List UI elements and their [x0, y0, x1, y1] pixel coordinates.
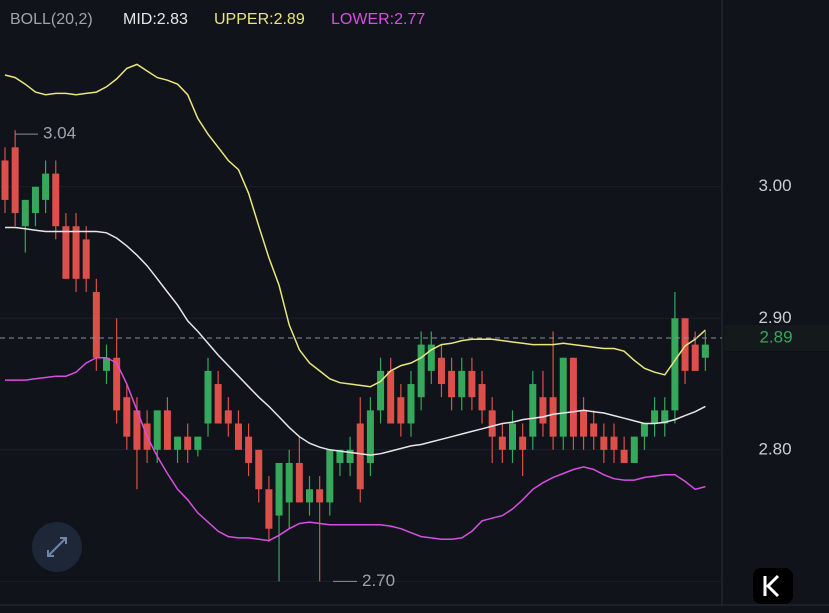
candle-body	[275, 462, 283, 516]
candle-body	[214, 384, 222, 424]
indicator-name: BOLL(20,2)	[10, 11, 93, 28]
last-price-label: 2.89	[759, 327, 792, 346]
expand-button[interactable]	[32, 522, 82, 572]
candle-body	[1, 160, 9, 200]
candle-body	[620, 449, 628, 463]
expand-icon	[47, 537, 67, 557]
low-marker-label: 2.70	[362, 571, 395, 590]
candle-body	[661, 410, 669, 424]
candle-body	[478, 384, 486, 411]
high-marker-label: 3.04	[43, 124, 76, 143]
candle-body	[691, 344, 699, 371]
candle-body	[11, 147, 19, 214]
candle-body	[133, 410, 141, 450]
candle-body	[306, 489, 313, 503]
candle-body	[590, 423, 598, 437]
candle-body	[387, 370, 395, 424]
candle-body	[234, 423, 242, 450]
candle-body	[559, 357, 567, 437]
candle-body	[194, 436, 202, 450]
candle-body	[204, 370, 212, 424]
y-tick-label: 3.00	[758, 176, 791, 195]
candle-body	[671, 318, 679, 411]
candle-body	[640, 423, 648, 437]
candle-body	[265, 489, 273, 529]
candle-body	[509, 423, 516, 450]
candle-body	[630, 436, 638, 463]
candle-body	[468, 370, 476, 398]
candle-body	[153, 410, 161, 450]
candle-body	[549, 397, 557, 437]
logo-button[interactable]	[753, 568, 793, 604]
candle-body	[356, 423, 364, 490]
candle-body	[569, 357, 577, 437]
band-line	[5, 226, 706, 456]
candle-body	[316, 489, 324, 503]
candle-body	[82, 239, 90, 279]
candle-body	[701, 344, 709, 358]
candle-body	[245, 436, 253, 463]
candle-body	[103, 357, 110, 371]
candle-body	[488, 410, 496, 437]
candle-body	[326, 449, 334, 503]
candle-body	[458, 370, 466, 398]
candle-body	[174, 436, 182, 450]
candle-body	[397, 397, 405, 424]
candle-body	[610, 436, 618, 450]
legend-entry: UPPER:2.89	[214, 11, 305, 28]
candle-body	[285, 462, 293, 503]
candle-body	[377, 370, 385, 411]
candle-body	[295, 462, 303, 503]
y-tick-label: 2.90	[758, 308, 791, 327]
candle-body	[498, 436, 506, 450]
logo-icon	[763, 574, 780, 598]
candle-body	[184, 436, 192, 450]
candle-body	[407, 384, 415, 424]
candle-body	[255, 449, 263, 490]
y-tick-label: 2.80	[758, 439, 791, 458]
candle-body	[417, 344, 425, 398]
legend-entry: LOWER:2.77	[331, 11, 425, 28]
candle-body	[366, 410, 374, 463]
candle-body	[42, 173, 50, 200]
candle-body	[539, 397, 547, 424]
candle-body	[123, 397, 131, 437]
candle-body	[72, 226, 80, 279]
logo-bg[interactable]	[753, 568, 793, 604]
candle-body	[427, 344, 435, 371]
candle-body	[336, 449, 344, 463]
candle-body	[52, 173, 60, 227]
candle-body	[346, 449, 354, 463]
candle-body	[31, 186, 39, 214]
band-line	[5, 356, 706, 542]
band-line	[4, 63, 706, 388]
candle-body	[580, 410, 588, 437]
candle-body	[224, 410, 232, 424]
candle-body	[21, 199, 29, 227]
candle-body	[62, 226, 70, 279]
candle-body	[113, 357, 121, 411]
candle-body	[600, 436, 608, 450]
candle-body	[681, 318, 689, 371]
candle-body	[529, 384, 537, 437]
legend-entry: MID:2.83	[123, 11, 188, 28]
candle-body	[519, 436, 527, 450]
candle-body	[651, 410, 659, 424]
candle-body	[437, 357, 445, 385]
candle-body	[163, 410, 171, 450]
header: BOLL(20,2) MID:2.83 UPPER:2.89 LOWER:2.7…	[10, 11, 425, 28]
candle-body	[448, 370, 456, 398]
candle-body	[92, 291, 100, 358]
last-price-tag	[724, 325, 829, 352]
